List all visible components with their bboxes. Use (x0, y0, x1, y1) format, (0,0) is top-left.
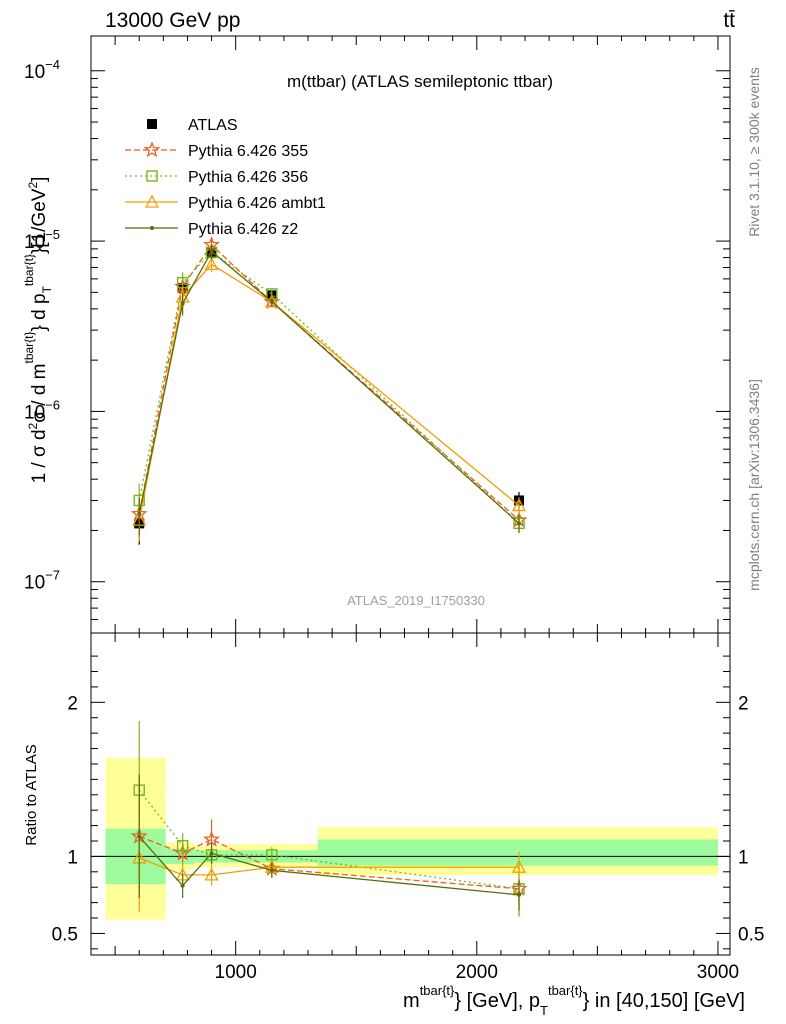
legend-entry: Pythia 6.426 355 (125, 141, 308, 160)
data-point (204, 257, 219, 271)
data-point (511, 498, 527, 512)
data-point (209, 249, 214, 254)
ratio-point (517, 892, 522, 897)
series-line (138, 243, 520, 521)
ratio-y-tick-label-right: 1 (738, 847, 749, 868)
legend-label: Pythia 6.426 355 (188, 143, 308, 160)
header-left: 13000 GeV pp (105, 9, 240, 32)
legend-marker (147, 119, 157, 129)
series-line (138, 263, 520, 521)
ratio-y-tick-label: 1 (67, 847, 78, 868)
ratio-line (138, 835, 520, 890)
data-point (180, 301, 185, 306)
ratio-series-pythia-6-426-z2 (137, 774, 522, 911)
ratio-point (269, 868, 274, 873)
ratio-y-tick-label-right: 2 (738, 693, 749, 714)
data-point (137, 511, 142, 516)
x-tick-label: 1000 (215, 962, 257, 983)
ratio-plot: 1000 2000 3000 0.5 0.5 1 1 2 2 (52, 632, 764, 983)
legend-label: ATLAS (188, 117, 238, 134)
data-point (517, 521, 522, 526)
main-title: m(ttbar) (ATLAS semileptonic ttbar) (287, 72, 553, 91)
y-tick-label: 10−5 (24, 227, 60, 253)
legend-entry: Pythia 6.426 356 (125, 169, 308, 186)
ratio-point (204, 867, 219, 881)
legend-marker (146, 170, 158, 182)
y-tick-label: 10−6 (24, 397, 60, 423)
ratio-point (176, 839, 189, 852)
legend-entry: Pythia 6.426 z2 (125, 221, 298, 238)
data-point (264, 294, 279, 308)
legend: ATLAS Pythia 6.426 355 Pythia 6.426 356 Pyt… (125, 117, 326, 238)
rivet-label: Rivet 3.1.10, ≥ 300k events (746, 67, 762, 237)
header-right: tt̄ (723, 9, 735, 32)
data-point (269, 299, 274, 304)
ratio-frame (90, 632, 731, 956)
ratio-series-pythia-6-426-356 (133, 720, 525, 914)
x-axis-label: mtbar{t}} [GeV], pTtbar{t}} in [40,150] … (403, 983, 745, 1018)
x-tick-label: 2000 (456, 962, 498, 983)
legend-marker (144, 194, 160, 208)
series-pythia-6-426-z2 (137, 244, 522, 536)
watermark: ATLAS_2019_I1750330 (347, 593, 485, 608)
series-pythia-6-426-355 (130, 236, 528, 536)
ratio-point (137, 834, 142, 839)
legend-label: Pythia 6.426 z2 (188, 221, 298, 238)
ratio-y-axis-label: Ratio to ATLAS (23, 744, 40, 845)
ratio-point (180, 883, 185, 888)
ratio-y-tick-label-right: 0.5 (738, 924, 764, 945)
series-pythia-6-426-ambt1 (132, 257, 527, 542)
ratio-band-inner-4 (317, 839, 718, 866)
legend-marker (150, 226, 154, 230)
legend-label: Pythia 6.426 356 (188, 169, 308, 186)
series-line (138, 251, 520, 524)
legend-marker (143, 141, 161, 158)
y-tick-label: 10−7 (24, 568, 60, 594)
ratio-y-tick-label: 2 (67, 693, 78, 714)
legend-entry: ATLAS (147, 117, 238, 134)
mcplots-label: mcplots.cern.ch [arXiv:1306.3436] (746, 379, 762, 591)
main-y-axis-label: 1 / σ d2σ / d mtbar{t}} d pTtbar{t}}[1/G… (22, 177, 54, 484)
ratio-point (511, 859, 527, 873)
ratio-point (203, 830, 220, 847)
series-line (138, 250, 520, 524)
legend-label: Pythia 6.426 ambt1 (188, 195, 326, 212)
series-pythia-6-426-356 (133, 245, 525, 533)
y-tick-label: 10−4 (24, 57, 60, 83)
main-plot: 10−7 10−6 10−5 10−4 (24, 35, 731, 634)
ratio-point (209, 851, 214, 856)
series-atlas (134, 246, 525, 545)
x-tick-label: 3000 (697, 962, 739, 983)
legend-entry: Pythia 6.426 ambt1 (125, 194, 326, 212)
ratio-y-tick-label: 0.5 (52, 924, 78, 945)
main-frame (90, 35, 731, 634)
